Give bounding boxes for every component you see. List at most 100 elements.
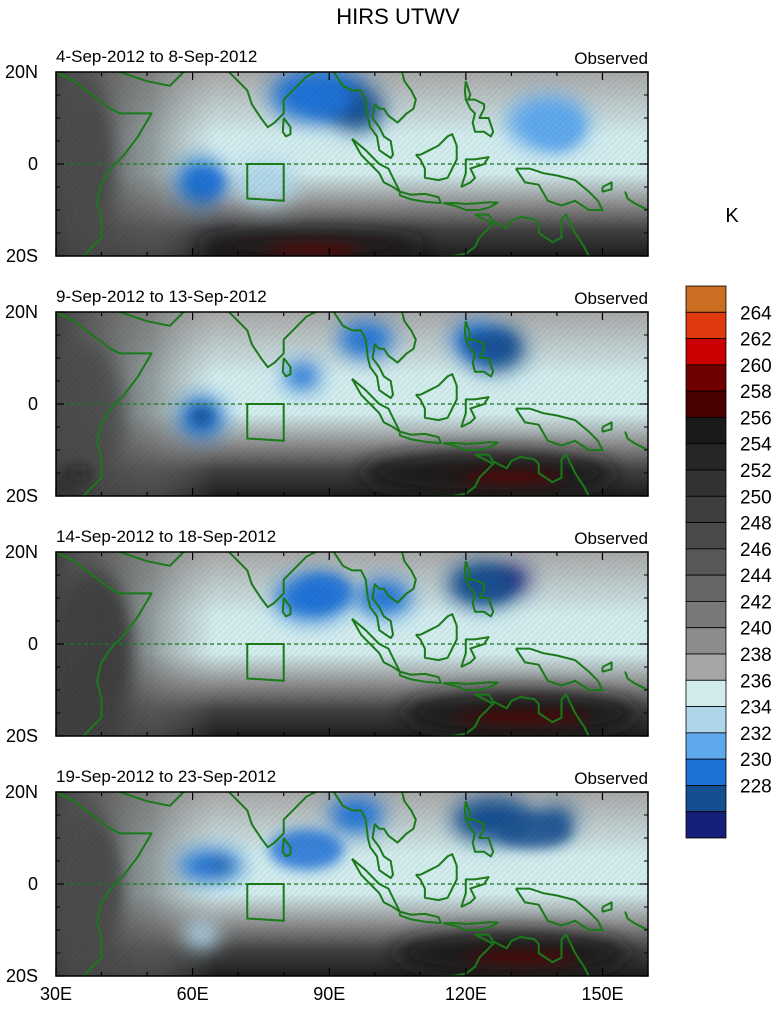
coastline-8 [460, 156, 490, 188]
colorbar-swatch [685, 574, 727, 602]
study-region-box [246, 403, 285, 442]
colorbar: K 264 262 260 258 256 254 252 250 248 246 244 242 24… [685, 205, 772, 839]
coastlines [56, 312, 648, 496]
coastline-11 [442, 681, 499, 691]
coastline-14 [624, 671, 648, 691]
colorbar-swatch [685, 469, 727, 497]
coastline-15 [601, 901, 613, 913]
ytick-label: 0 [28, 154, 38, 174]
coastline-5 [351, 857, 401, 913]
colorbar-unit: K [725, 205, 739, 227]
ytick-label: 20S [6, 966, 38, 986]
panel-1: 4-Sep-2012 to 8-Sep-2012 Observed 20N 0 20S [5, 47, 649, 266]
panels: 4-Sep-2012 to 8-Sep-2012 Observed 20N 0 20S 9… [5, 47, 649, 1004]
coastline-0 [56, 792, 153, 976]
colorbar-swatch [685, 758, 727, 786]
coastline-6 [398, 670, 442, 685]
coastline-9 [463, 560, 495, 618]
xtick-label: 120E [445, 984, 487, 1004]
coastline-6 [398, 190, 442, 205]
colorbar-labels: 264 262 260 258 256 254 252 250 248 246 244 242 240 2… [740, 303, 772, 797]
coastlines [56, 72, 648, 256]
coastline-2 [228, 72, 317, 129]
coastline-5 [351, 617, 401, 673]
coastline-7 [415, 853, 458, 902]
panel-2: 9-Sep-2012 to 13-Sep-2012 Observed 20N 0 20S [5, 287, 649, 506]
xtick-label: 150E [581, 984, 623, 1004]
ytick-label: 0 [28, 634, 38, 654]
coastline-9 [463, 800, 495, 858]
colorbar-label: 258 [740, 382, 772, 403]
colorbar-label: 256 [740, 408, 772, 429]
colorbar-label: 260 [740, 356, 772, 377]
coastline-3 [281, 837, 292, 858]
coastline-10 [515, 407, 604, 451]
coastline-0 [56, 552, 153, 736]
coastline-10 [515, 647, 604, 691]
coastline-7 [415, 133, 458, 182]
coastline-4 [332, 792, 417, 879]
coastline-3 [281, 357, 292, 378]
colorbar-swatch [685, 627, 727, 655]
coastline-3 [281, 597, 292, 618]
coastline-8 [460, 876, 490, 908]
coastline-4 [332, 312, 417, 399]
ytick-label: 0 [28, 874, 38, 894]
colorbar-swatch [685, 364, 727, 392]
colorbar-label: 246 [740, 540, 772, 561]
colorbar-swatch [685, 601, 727, 629]
coastline-2 [228, 312, 317, 369]
coastline-12 [475, 693, 590, 736]
colorbar-swatch [685, 785, 727, 813]
coastline-5 [351, 377, 401, 433]
panel-title: 4-Sep-2012 to 8-Sep-2012 [56, 47, 257, 66]
coastline-3 [281, 117, 292, 138]
coastline-1 [119, 792, 185, 807]
coastline-14 [624, 191, 648, 211]
coastline-9 [463, 320, 495, 378]
coastline-14 [624, 431, 648, 451]
ytick-label: 20S [6, 486, 38, 506]
coastline-5 [351, 137, 401, 193]
colorbar-label: 248 [740, 514, 772, 535]
colorbar-swatch [685, 495, 727, 523]
ytick-label: 20N [5, 782, 38, 802]
coastline-4 [332, 72, 417, 159]
figure-title: HIRS UTWV [336, 4, 460, 29]
panel-subtitle: Observed [574, 529, 648, 548]
ytick-label: 20S [6, 726, 38, 746]
colorbar-label: 236 [740, 671, 772, 692]
study-region-box [246, 643, 285, 682]
colorbar-label: 234 [740, 698, 772, 719]
ytick-label: 20N [5, 542, 38, 562]
coastline-7 [415, 373, 458, 422]
coastline-11 [442, 201, 499, 211]
coastline-10 [515, 167, 604, 211]
colorbar-swatch [685, 417, 727, 445]
coastline-15 [601, 661, 613, 673]
xtick-label: 30E [40, 984, 72, 1004]
colorbar-swatch [685, 338, 727, 366]
colorbar-label: 230 [740, 750, 772, 771]
panel-title: 9-Sep-2012 to 13-Sep-2012 [56, 287, 267, 306]
colorbar-label: 240 [740, 619, 772, 640]
coastline-1 [119, 552, 185, 567]
panel-3: 14-Sep-2012 to 18-Sep-2012 Observed 20N 0 20… [5, 527, 649, 746]
coastline-12 [475, 933, 590, 976]
ytick-label: 20N [5, 62, 38, 82]
coastline-2 [228, 792, 317, 849]
coastline-0 [56, 72, 153, 256]
ytick-label: 20N [5, 302, 38, 322]
panel-subtitle: Observed [574, 769, 648, 788]
panel-title: 19-Sep-2012 to 23-Sep-2012 [56, 767, 276, 786]
colorbar-swatch [685, 706, 727, 734]
coastline-8 [460, 396, 490, 428]
colorbar-swatch [685, 732, 727, 760]
colorbar-label: 228 [740, 776, 772, 797]
field-map [56, 72, 648, 256]
xtick-label: 90E [313, 984, 345, 1004]
colorbar-swatch [685, 653, 727, 681]
ytick-label: 0 [28, 394, 38, 414]
study-region-box [246, 163, 285, 202]
